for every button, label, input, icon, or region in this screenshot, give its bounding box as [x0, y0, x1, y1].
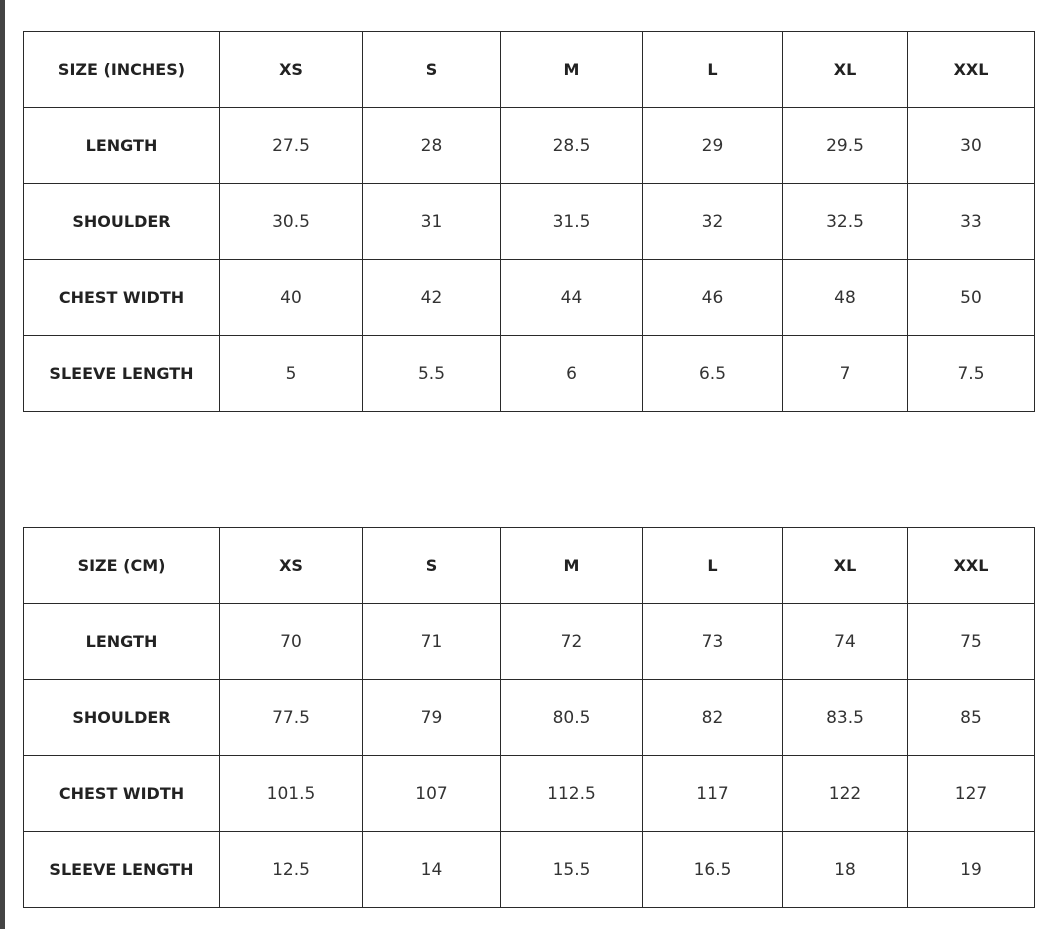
measurement-cell: 107: [362, 755, 501, 832]
header-size-cell: S: [362, 31, 501, 108]
measurement-cell: 80.5: [500, 679, 643, 756]
measurement-cell: 77.5: [219, 679, 363, 756]
header-size-cell: M: [500, 527, 643, 604]
measurement-cell: 70: [219, 603, 363, 680]
size-table-inches: SIZE (INCHES) XS S M L XL XXL LENGTH 27.5 28 28.5 2…: [23, 31, 1035, 412]
row-label: SHOULDER: [23, 183, 220, 260]
measurement-cell: 14: [362, 831, 501, 908]
measurement-cell: 74: [782, 603, 908, 680]
measurement-cell: 12.5: [219, 831, 363, 908]
measurement-cell: 83.5: [782, 679, 908, 756]
table-row: LENGTH 70 71 72 73 74 75: [23, 603, 1035, 680]
measurement-cell: 79: [362, 679, 501, 756]
measurement-cell: 28.5: [500, 107, 643, 184]
header-size-cell: XL: [782, 527, 908, 604]
measurement-cell: 5: [219, 335, 363, 412]
measurement-cell: 75: [907, 603, 1035, 680]
measurement-cell: 6: [500, 335, 643, 412]
measurement-cell: 33: [907, 183, 1035, 260]
measurement-cell: 44: [500, 259, 643, 336]
header-row: SIZE (CM) XS S M L XL XXL: [23, 527, 1035, 604]
measurement-cell: 18: [782, 831, 908, 908]
measurement-cell: 40: [219, 259, 363, 336]
measurement-cell: 50: [907, 259, 1035, 336]
measurement-cell: 31: [362, 183, 501, 260]
header-size-cell: L: [642, 31, 783, 108]
header-size-cell: S: [362, 527, 501, 604]
header-size-cell: M: [500, 31, 643, 108]
measurement-cell: 127: [907, 755, 1035, 832]
header-size-cell: L: [642, 527, 783, 604]
table-row: SLEEVE LENGTH 5 5.5 6 6.5 7 7.5: [23, 335, 1035, 412]
table-row: CHEST WIDTH 40 42 44 46 48 50: [23, 259, 1035, 336]
measurement-cell: 73: [642, 603, 783, 680]
row-label: SLEEVE LENGTH: [23, 335, 220, 412]
measurement-cell: 82: [642, 679, 783, 756]
measurement-cell: 117: [642, 755, 783, 832]
row-label: CHEST WIDTH: [23, 755, 220, 832]
row-label: CHEST WIDTH: [23, 259, 220, 336]
table-row: SLEEVE LENGTH 12.5 14 15.5 16.5 18 19: [23, 831, 1035, 908]
measurement-cell: 42: [362, 259, 501, 336]
measurement-cell: 101.5: [219, 755, 363, 832]
table-row: LENGTH 27.5 28 28.5 29 29.5 30: [23, 107, 1035, 184]
left-edge-bar: [0, 0, 5, 929]
measurement-cell: 15.5: [500, 831, 643, 908]
measurement-cell: 7.5: [907, 335, 1035, 412]
header-row: SIZE (INCHES) XS S M L XL XXL: [23, 31, 1035, 108]
row-label: LENGTH: [23, 603, 220, 680]
header-size-cell: XXL: [907, 527, 1035, 604]
header-unit-label: SIZE (CM): [23, 527, 220, 604]
row-label: SLEEVE LENGTH: [23, 831, 220, 908]
row-label: LENGTH: [23, 107, 220, 184]
measurement-cell: 30.5: [219, 183, 363, 260]
measurement-cell: 71: [362, 603, 501, 680]
measurement-cell: 30: [907, 107, 1035, 184]
header-unit-label: SIZE (INCHES): [23, 31, 220, 108]
header-size-cell: XS: [219, 527, 363, 604]
measurement-cell: 112.5: [500, 755, 643, 832]
measurement-cell: 32: [642, 183, 783, 260]
measurement-cell: 19: [907, 831, 1035, 908]
measurement-cell: 29.5: [782, 107, 908, 184]
size-table-cm: SIZE (CM) XS S M L XL XXL LENGTH 70 71 72 73 74 75 SHO…: [23, 527, 1035, 908]
measurement-cell: 122: [782, 755, 908, 832]
table-row: SHOULDER 30.5 31 31.5 32 32.5 33: [23, 183, 1035, 260]
header-size-cell: XL: [782, 31, 908, 108]
measurement-cell: 27.5: [219, 107, 363, 184]
table-row: CHEST WIDTH 101.5 107 112.5 117 122 127: [23, 755, 1035, 832]
measurement-cell: 7: [782, 335, 908, 412]
header-size-cell: XS: [219, 31, 363, 108]
measurement-cell: 48: [782, 259, 908, 336]
measurement-cell: 16.5: [642, 831, 783, 908]
measurement-cell: 31.5: [500, 183, 643, 260]
header-size-cell: XXL: [907, 31, 1035, 108]
row-label: SHOULDER: [23, 679, 220, 756]
measurement-cell: 6.5: [642, 335, 783, 412]
measurement-cell: 72: [500, 603, 643, 680]
measurement-cell: 29: [642, 107, 783, 184]
table-row: SHOULDER 77.5 79 80.5 82 83.5 85: [23, 679, 1035, 756]
measurement-cell: 5.5: [362, 335, 501, 412]
measurement-cell: 28: [362, 107, 501, 184]
measurement-cell: 46: [642, 259, 783, 336]
measurement-cell: 32.5: [782, 183, 908, 260]
measurement-cell: 85: [907, 679, 1035, 756]
